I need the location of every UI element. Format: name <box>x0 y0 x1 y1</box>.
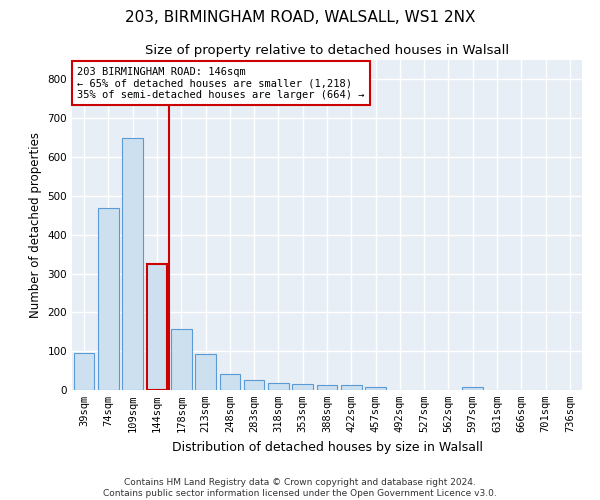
Y-axis label: Number of detached properties: Number of detached properties <box>29 132 42 318</box>
Text: Contains HM Land Registry data © Crown copyright and database right 2024.
Contai: Contains HM Land Registry data © Crown c… <box>103 478 497 498</box>
Bar <box>365 386 386 390</box>
Text: 203, BIRMINGHAM ROAD, WALSALL, WS1 2NX: 203, BIRMINGHAM ROAD, WALSALL, WS1 2NX <box>125 10 475 25</box>
Bar <box>463 387 483 390</box>
Bar <box>268 383 289 390</box>
Bar <box>220 374 240 390</box>
Bar <box>98 208 119 390</box>
Bar <box>122 138 143 390</box>
X-axis label: Distribution of detached houses by size in Walsall: Distribution of detached houses by size … <box>172 440 482 454</box>
Bar <box>195 354 216 390</box>
Bar <box>292 384 313 390</box>
Bar <box>317 384 337 390</box>
Text: 203 BIRMINGHAM ROAD: 146sqm
← 65% of detached houses are smaller (1,218)
35% of : 203 BIRMINGHAM ROAD: 146sqm ← 65% of det… <box>77 66 365 100</box>
Bar <box>171 328 191 390</box>
Title: Size of property relative to detached houses in Walsall: Size of property relative to detached ho… <box>145 44 509 58</box>
Bar <box>146 264 167 390</box>
Bar <box>244 380 265 390</box>
Bar <box>341 384 362 390</box>
Bar <box>74 353 94 390</box>
